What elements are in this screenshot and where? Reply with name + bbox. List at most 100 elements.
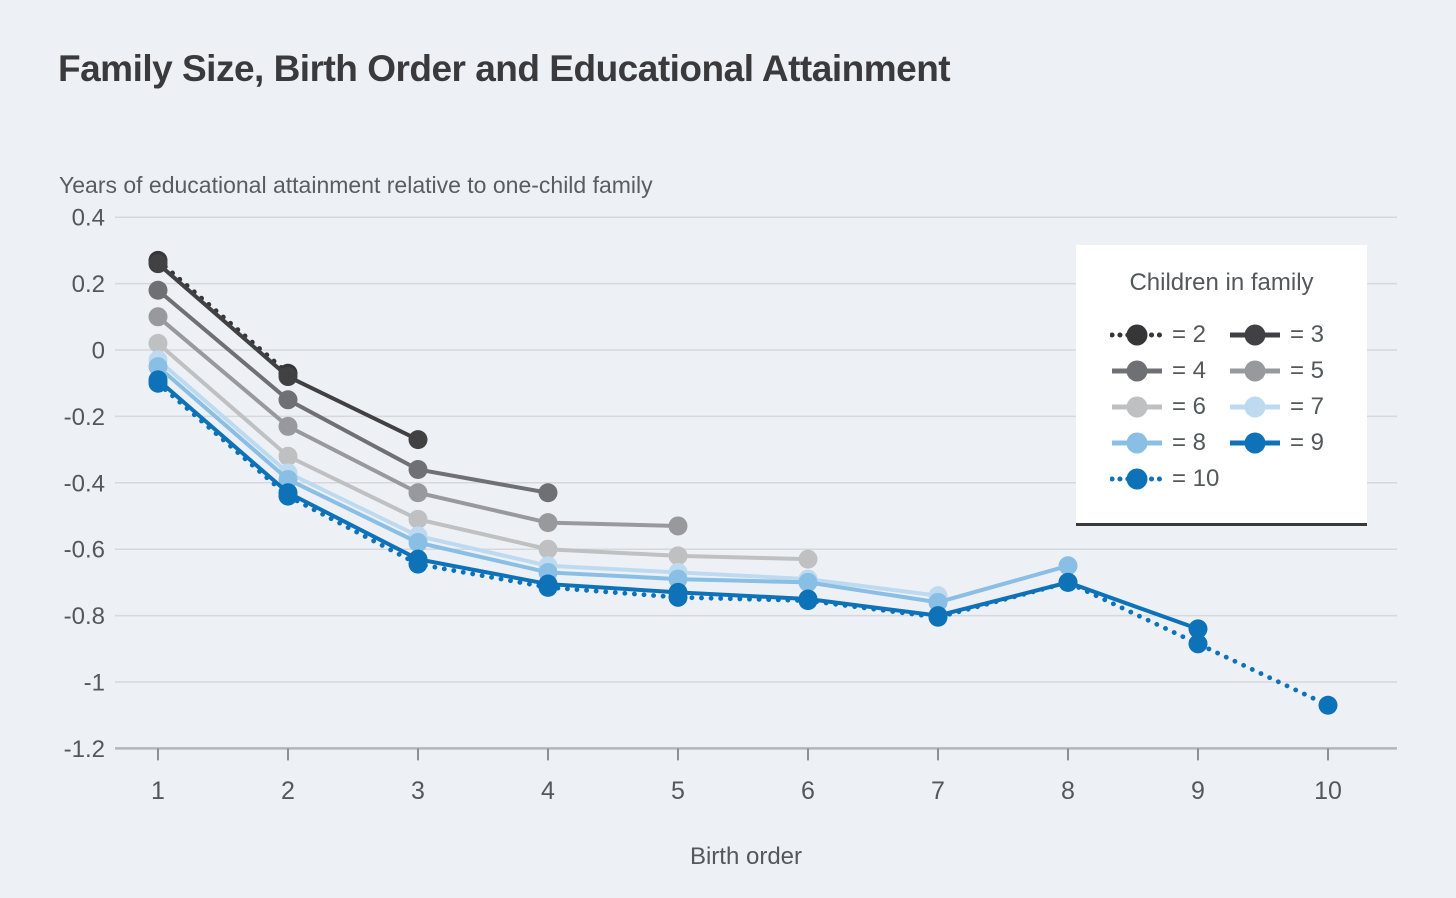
legend-swatch-icon <box>1230 360 1280 382</box>
series-4-marker <box>408 460 428 480</box>
series-10-marker <box>538 577 558 597</box>
series-10-marker <box>928 607 948 627</box>
series-8-marker <box>798 572 818 592</box>
series-6-line <box>156 341 809 562</box>
legend-marker-sample <box>1244 360 1266 382</box>
legend-swatch-icon <box>1110 324 1164 346</box>
legend-item-3: = 3 <box>1228 321 1367 349</box>
legend-swatch-icon <box>1112 396 1162 418</box>
x-tick-label: 3 <box>411 777 425 805</box>
y-tick-label: -1 <box>84 670 105 697</box>
series-8-marker <box>928 592 948 612</box>
legend-marker-sample <box>1244 396 1266 418</box>
gridlines <box>115 216 1397 750</box>
y-tick-label: -0.8 <box>64 603 105 630</box>
y-axis-title: Years of educational attainment relative… <box>59 172 653 198</box>
series-5-marker <box>538 513 558 533</box>
series-5-marker <box>668 516 688 536</box>
series-6-marker <box>408 509 428 529</box>
legend-item-label: = 2 <box>1172 321 1207 348</box>
series-4-marker <box>538 483 558 503</box>
x-tick-label: 9 <box>1191 777 1205 805</box>
x-tick-label: 4 <box>541 777 555 805</box>
legend-swatch-icon <box>1112 432 1162 454</box>
x-axis-title: Birth order <box>689 843 803 870</box>
series-8-marker <box>408 533 428 553</box>
legend-item-label: = 4 <box>1172 357 1207 384</box>
series-10-marker <box>148 373 168 393</box>
series-6-marker <box>538 539 558 559</box>
legend-item-label: = 9 <box>1290 429 1325 456</box>
series-10-marker <box>1318 695 1338 715</box>
series-4 <box>148 280 558 503</box>
series-8-marker <box>278 469 298 489</box>
series-6-marker <box>148 333 168 353</box>
series-10-marker <box>1188 634 1208 654</box>
legend-swatch-icon <box>1110 468 1164 490</box>
series-6 <box>148 333 818 569</box>
series-4-marker <box>278 390 298 410</box>
legend-item-label: = 6 <box>1172 393 1207 420</box>
x-tick-label: 6 <box>801 777 815 805</box>
series-2-line <box>155 257 291 376</box>
legend-marker-sample <box>1126 324 1148 346</box>
legend-marker-sample <box>1244 324 1266 346</box>
legend-item-2: = 2 <box>1110 321 1228 349</box>
legend-swatch-icon <box>1230 432 1280 454</box>
series-5 <box>148 307 688 536</box>
series-5-marker <box>148 307 168 327</box>
series-5-marker <box>278 416 298 436</box>
legend-swatch-icon <box>1230 324 1280 346</box>
series-6-marker <box>668 546 688 566</box>
legend-item-7: = 7 <box>1228 393 1367 421</box>
x-axis-ticks: 1 2 3 4 5 6 7 8 9 10 <box>151 748 1342 805</box>
series-10-marker <box>798 591 818 611</box>
legend-item-label: = 5 <box>1290 357 1325 384</box>
series-10-marker <box>278 486 298 506</box>
legend-marker-sample <box>1126 396 1148 418</box>
y-tick-label: -1.2 <box>64 736 105 763</box>
series-10 <box>148 373 1338 715</box>
legend-marker-sample <box>1126 468 1148 490</box>
legend-item-6: = 6 <box>1110 393 1228 421</box>
legend-item-label: = 8 <box>1172 429 1207 456</box>
legend-marker-sample <box>1126 360 1148 382</box>
series-3 <box>148 254 428 450</box>
series-3-marker <box>148 254 168 274</box>
y-tick-label: -0.2 <box>64 404 105 431</box>
series-8-marker <box>148 357 168 377</box>
y-tick-label: 0.2 <box>72 271 105 298</box>
series-3-marker <box>408 430 428 450</box>
series-10-marker <box>668 587 688 607</box>
legend-item-label: = 7 <box>1290 393 1325 420</box>
legend-item-9: = 9 <box>1228 429 1367 457</box>
legend-item-label: = 3 <box>1290 321 1325 348</box>
series-6-marker <box>798 549 818 569</box>
legend-items: = 2 = 3 = 4 = 5 = 6 = 7 = 8 = 9 = 10 <box>1076 317 1367 497</box>
y-axis-tick-labels: 0.4 0.2 0 -0.2 -0.4 -0.6 -0.8 -1 -1.2 <box>64 205 105 763</box>
series-9-marker <box>1188 619 1208 639</box>
series-3-marker <box>278 367 298 387</box>
series-8-marker <box>1058 556 1078 576</box>
legend-marker-sample <box>1126 432 1148 454</box>
legend-item-4: = 4 <box>1110 357 1228 385</box>
y-tick-label: 0 <box>92 338 105 365</box>
series-6-marker <box>278 446 298 466</box>
x-tick-label: 7 <box>931 777 945 805</box>
series-10-marker <box>408 554 428 574</box>
y-tick-label: -0.4 <box>64 470 105 497</box>
legend-title: Children in family <box>1129 269 1314 296</box>
y-tick-label: -0.6 <box>64 537 105 564</box>
legend-swatch-icon <box>1230 396 1280 418</box>
x-tick-label: 2 <box>281 777 295 805</box>
x-tick-label: 10 <box>1314 777 1342 805</box>
legend-item-8: = 8 <box>1110 429 1228 457</box>
x-tick-label: 8 <box>1061 777 1075 805</box>
chart-title: Family Size, Birth Order and Educational… <box>58 48 951 89</box>
series-4-line <box>156 288 549 495</box>
y-tick-label: 0.4 <box>72 205 105 232</box>
legend-item-label: = 10 <box>1172 465 1220 492</box>
series-8-marker <box>668 569 688 589</box>
